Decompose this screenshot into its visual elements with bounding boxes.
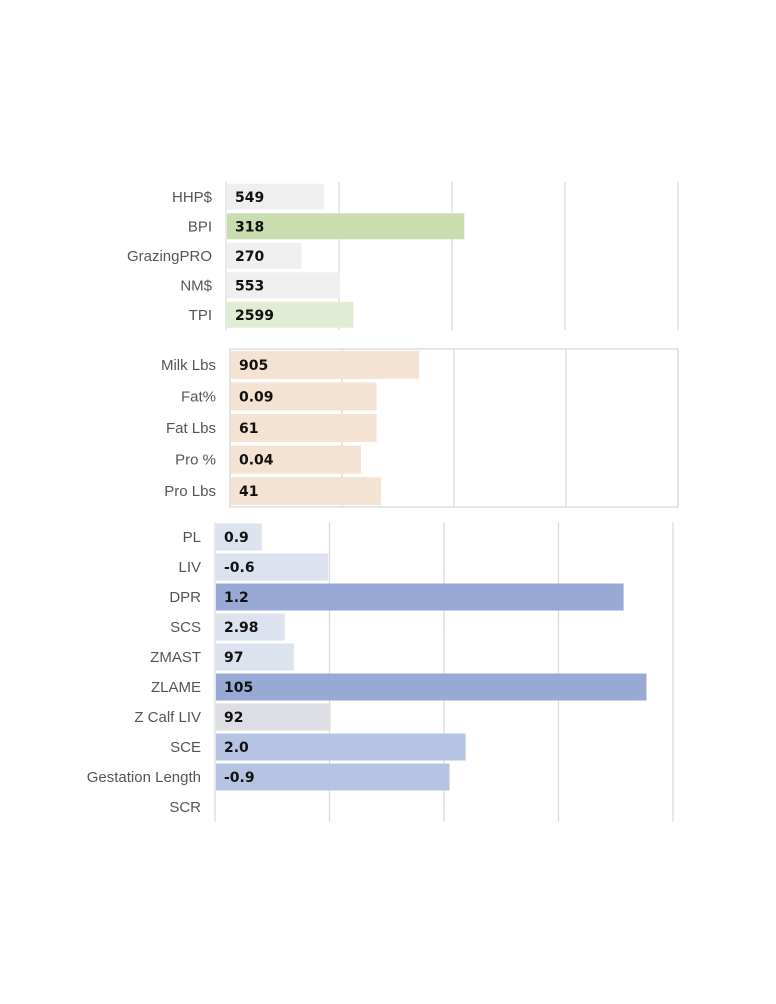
value-label-fat-lbs: 61: [239, 421, 258, 437]
bar-zmast: [216, 643, 294, 671]
row-label-zlame: ZLAME: [151, 679, 201, 696]
production-traits-panel: Milk Lbs 905 Fat% 0.09 Fat Lbs 61 Pro % 0.04 Pro…: [161, 348, 679, 508]
value-label-fat: 0.09: [239, 389, 274, 405]
bar-fat: [231, 382, 377, 411]
bar-sce: [216, 733, 466, 761]
value-label-grazingpro: 270: [235, 249, 264, 265]
value-label-tpi: 2599: [235, 308, 274, 324]
row-label-pro-lbs: Pro Lbs: [164, 483, 216, 500]
bar-liv: [216, 553, 329, 581]
bar-pro: [231, 445, 361, 474]
value-label-zmast: 97: [224, 650, 243, 666]
bar-pl: [216, 523, 262, 551]
value-label-hhp: 549: [235, 190, 264, 206]
bar-z-calf-liv: [216, 703, 331, 731]
bar-milk-lbs: [231, 350, 420, 379]
row-label-hhp: HHP$: [172, 189, 213, 206]
value-label-pro-lbs: 41: [239, 484, 258, 500]
row-label-dpr: DPR: [169, 589, 201, 606]
row-label-bpi: BPI: [188, 218, 212, 235]
bar-pro-lbs: [231, 477, 382, 506]
index-traits-panel: HHP$ 549 BPI 318 GrazingPRO 270 NM$ 553 TPI 2599: [127, 182, 679, 330]
row-label-pro: Pro %: [175, 452, 216, 469]
bar-hhp: [227, 183, 325, 210]
value-label-pl: 0.9: [224, 530, 249, 546]
bar-bpi: [227, 213, 465, 240]
bar-tpi: [227, 301, 354, 328]
bar-fat-lbs: [231, 414, 377, 442]
row-label-fat-lbs: Fat Lbs: [166, 420, 216, 437]
value-label-dpr: 1.2: [224, 590, 249, 606]
row-label-tpi: TPI: [189, 307, 212, 324]
bar-zlame: [216, 673, 647, 701]
row-label-milk-lbs: Milk Lbs: [161, 357, 216, 374]
value-label-gestation-length: -0.9: [224, 770, 255, 786]
panel-frame: [229, 348, 679, 508]
row-label-gestation-length: Gestation Length: [87, 769, 201, 786]
row-label-scr: SCR: [169, 799, 201, 816]
value-label-nm: 553: [235, 278, 264, 294]
row-label-scs: SCS: [170, 619, 201, 636]
row-label-liv: LIV: [178, 559, 201, 576]
bar-dpr: [216, 583, 624, 611]
value-label-milk-lbs: 905: [239, 358, 268, 374]
bar-scs: [216, 613, 285, 641]
value-label-sce: 2.0: [224, 740, 249, 756]
row-label-sce: SCE: [170, 739, 201, 756]
value-label-liv: -0.6: [224, 560, 255, 576]
row-label-zmast: ZMAST: [150, 649, 201, 666]
value-label-z-calf-liv: 92: [224, 710, 243, 726]
row-label-z-calf-liv: Z Calf LIV: [134, 709, 201, 726]
health-fertility-traits-panel: PL 0.9 LIV -0.6 DPR 1.2 SCS 2.98 ZMAST 97 ZLAME 105…: [87, 522, 674, 822]
bar-gestation-length: [216, 763, 450, 791]
bar-nm: [227, 272, 340, 299]
value-label-zlame: 105: [224, 680, 253, 696]
row-label-grazingpro: GrazingPRO: [127, 248, 212, 265]
value-label-scs: 2.98: [224, 620, 259, 636]
value-label-bpi: 318: [235, 219, 264, 235]
bar-grazingpro: [227, 242, 302, 269]
value-label-pro: 0.04: [239, 453, 274, 469]
row-label-pl: PL: [183, 529, 201, 546]
row-label-fat: Fat%: [181, 388, 216, 405]
row-label-nm: NM$: [180, 277, 212, 294]
